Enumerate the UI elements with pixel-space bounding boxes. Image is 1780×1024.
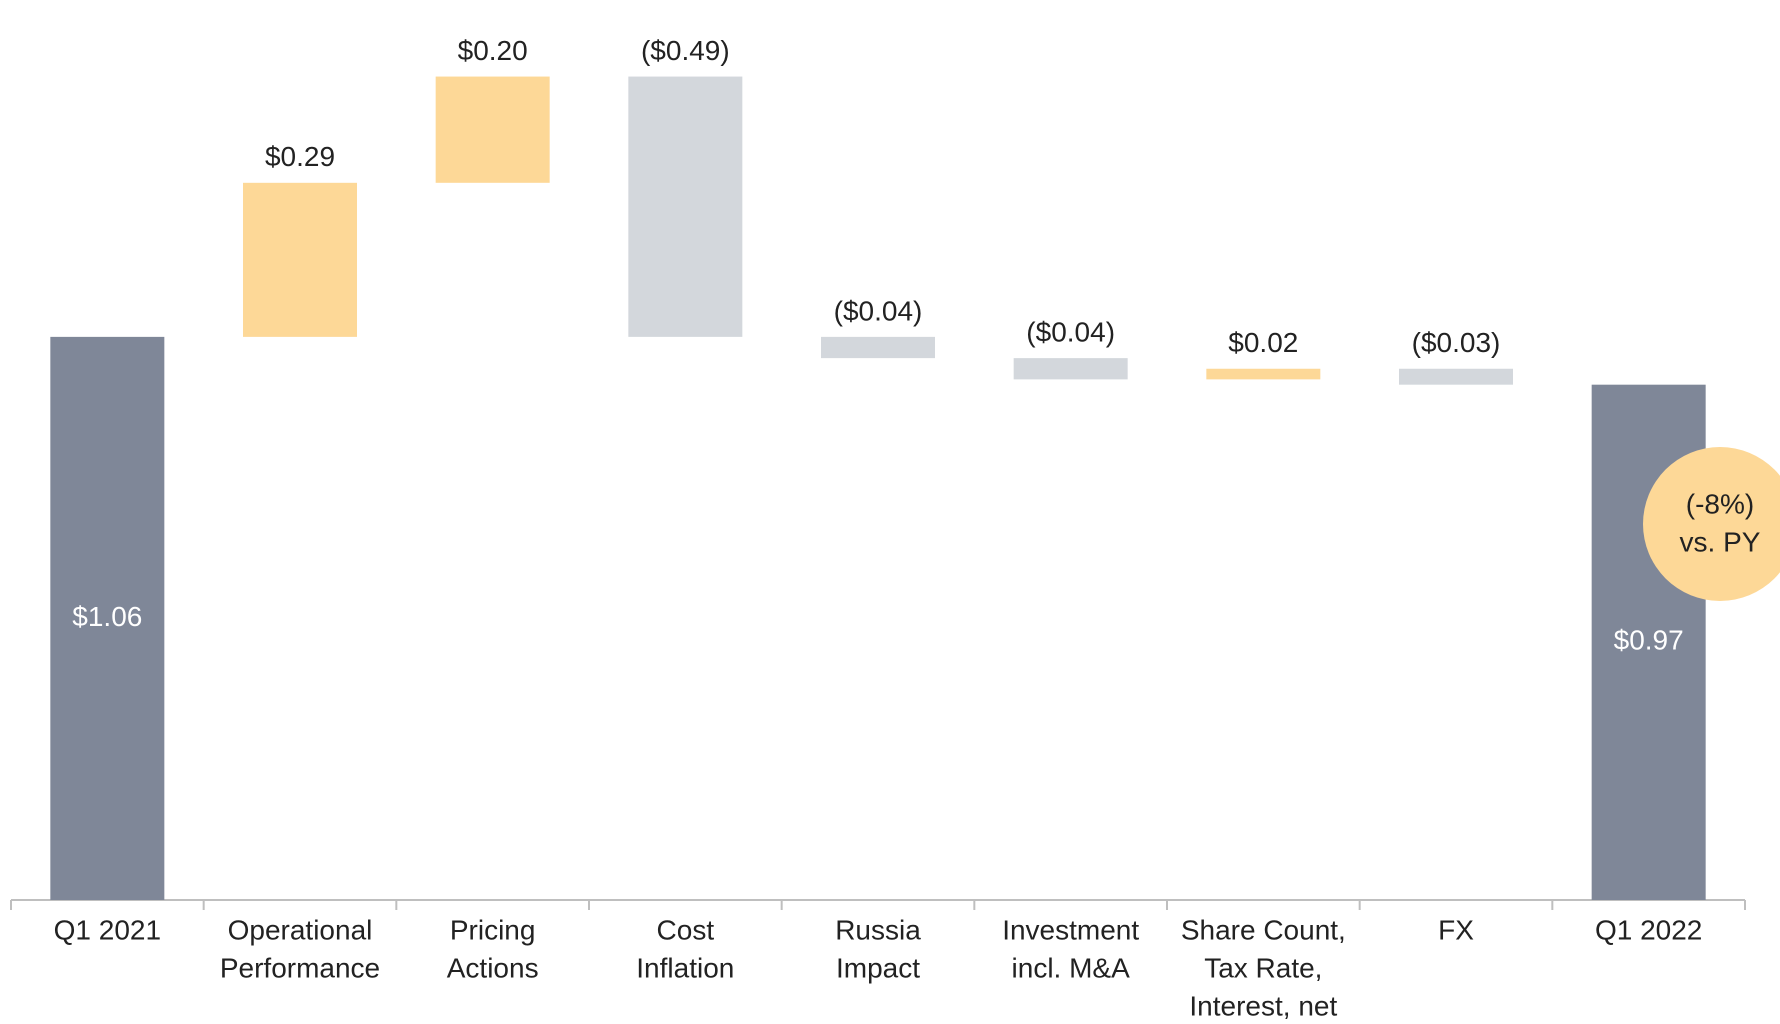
x-tick-label: Investment (1002, 914, 1139, 945)
bar (821, 336, 935, 359)
value-label: ($0.04) (1026, 317, 1115, 348)
x-tick-label: Cost (657, 914, 715, 945)
bar (435, 76, 550, 183)
x-tick-label: Q1 2021 (54, 914, 161, 945)
x-tick-label: Q1 2022 (1595, 914, 1702, 945)
x-tick-label: Performance (220, 952, 380, 983)
x-tick-label: incl. M&A (1012, 952, 1131, 983)
value-label: $0.20 (458, 35, 528, 66)
value-label: ($0.04) (834, 295, 923, 326)
bar (50, 336, 165, 900)
x-tick-label: FX (1438, 914, 1474, 945)
annotation-badge (1643, 447, 1780, 601)
value-label: $1.06 (72, 601, 142, 632)
bar (1206, 368, 1321, 380)
x-tick-label: Inflation (636, 952, 734, 983)
value-label: $0.29 (265, 141, 335, 172)
bar (1399, 368, 1513, 385)
x-tick-label: Impact (836, 952, 920, 983)
bar (243, 182, 357, 337)
value-label: $0.02 (1228, 327, 1298, 358)
bar (1013, 358, 1128, 380)
value-label: $0.97 (1614, 625, 1684, 656)
value-label: ($0.03) (1412, 327, 1501, 358)
annotation-text: (-8%) (1686, 488, 1754, 519)
x-tick-label: Actions (447, 952, 539, 983)
x-tick-label: Operational (228, 914, 373, 945)
bar (628, 76, 743, 337)
x-tick-label: Share Count, (1181, 914, 1346, 945)
value-label: ($0.49) (641, 35, 730, 66)
x-tick-label: Russia (835, 914, 921, 945)
x-tick-label: Interest, net (1189, 990, 1337, 1021)
x-tick-label: Pricing (450, 914, 536, 945)
annotation-text: vs. PY (1680, 526, 1761, 557)
x-tick-label: Tax Rate, (1204, 952, 1322, 983)
